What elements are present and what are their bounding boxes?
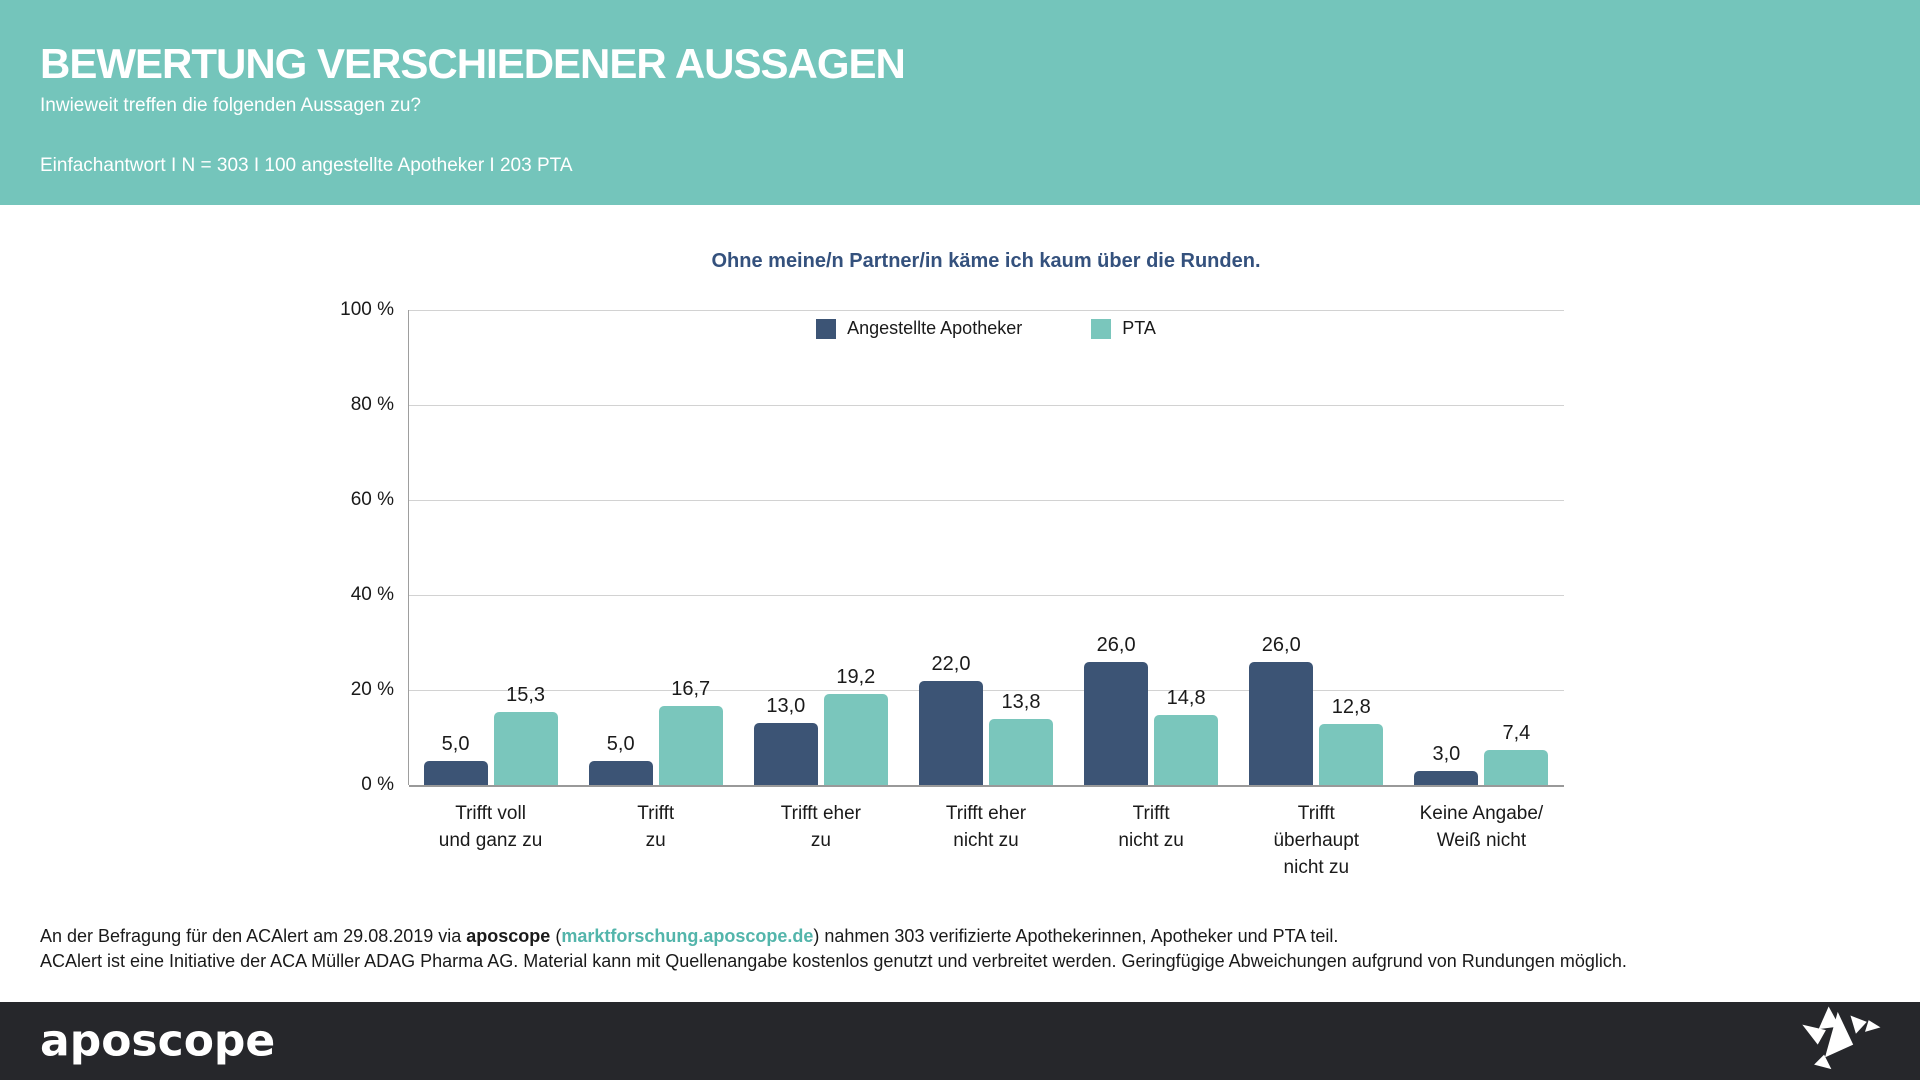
footnote-text-suffix: ) nahmen 303 verifizierte Apothekerinnen… bbox=[813, 926, 1339, 946]
bar-value-label: 7,4 bbox=[1502, 721, 1531, 744]
legend-label-pta: PTA bbox=[1122, 318, 1156, 338]
bar-with-label: 26,0 bbox=[1084, 633, 1149, 785]
bar-pta bbox=[823, 693, 888, 785]
gridline bbox=[409, 690, 1564, 691]
footer-bar: aposcope bbox=[0, 1002, 1920, 1080]
y-tick-label: 80 % bbox=[350, 394, 394, 415]
footnote-text: An der Befragung für den ACAlert am 29.0… bbox=[40, 926, 467, 946]
bar-pta bbox=[1319, 724, 1384, 785]
bar-pta bbox=[493, 712, 558, 785]
bar-value-label: 26,0 bbox=[1261, 633, 1301, 656]
header-banner: BEWERTUNG VERSCHIEDENER AUSSAGEN Inwiewe… bbox=[0, 0, 1920, 205]
origami-bird-icon bbox=[1802, 1006, 1881, 1070]
bar-with-label: 12,8 bbox=[1319, 696, 1384, 785]
gridline bbox=[409, 500, 1564, 501]
bar-with-label: 14,8 bbox=[1154, 686, 1219, 785]
x-axis-label: Trifft eher nicht zu bbox=[945, 803, 1027, 851]
page-subtitle: Inwieweit treffen die folgenden Aussagen… bbox=[40, 95, 421, 116]
gridline bbox=[409, 595, 1564, 596]
bar-with-label: 16,7 bbox=[658, 677, 723, 785]
bar-value-label: 19,2 bbox=[836, 665, 876, 688]
bar-with-label: 13,8 bbox=[988, 691, 1053, 785]
y-tick-label: 100 % bbox=[340, 299, 394, 320]
bar-group: 13,0 19,2 bbox=[738, 310, 903, 785]
footnote: An der Befragung für den ACAlert am 29.0… bbox=[40, 924, 1627, 974]
bar-value-label: 3,0 bbox=[1432, 742, 1461, 765]
bar-group: 5,0 16,7 bbox=[573, 310, 738, 785]
aposcope-logo: aposcope bbox=[40, 1015, 276, 1067]
gridline bbox=[409, 405, 1564, 406]
bar-pta bbox=[1154, 714, 1219, 785]
bar-with-label: 22,0 bbox=[918, 652, 983, 785]
bar-value-label: 14,8 bbox=[1166, 686, 1206, 709]
x-axis-label: Trifft nicht zu bbox=[1118, 803, 1184, 851]
bar-apotheker bbox=[753, 723, 818, 785]
legend-swatch-pta bbox=[1091, 318, 1112, 339]
bar-value-label: 22,0 bbox=[931, 652, 971, 675]
bar-pta bbox=[658, 705, 723, 785]
plot-area bbox=[408, 310, 1564, 787]
x-axis-label: Keine Angabe/Weiß nicht bbox=[1419, 803, 1544, 851]
marktforschung-link[interactable]: marktforschung.aposcope.de bbox=[561, 926, 814, 946]
bar-value-label: 12,8 bbox=[1331, 696, 1371, 719]
footnote-line-1: An der Befragung für den ACAlert am 29.0… bbox=[40, 924, 1627, 949]
footnote-line-2: ACAlert ist eine Initiative der ACA Müll… bbox=[40, 951, 1627, 971]
bar-value-label: 16,7 bbox=[671, 677, 711, 700]
bar-with-label: 3,0 bbox=[1414, 742, 1479, 785]
bar-value-label: 13,0 bbox=[766, 695, 806, 718]
bar-apotheker bbox=[1084, 661, 1149, 785]
bar-apotheker bbox=[588, 761, 653, 785]
legend-swatch-apotheker bbox=[816, 318, 837, 339]
footnote-brand: aposcope bbox=[466, 926, 551, 946]
bar-pta bbox=[1484, 749, 1549, 785]
bar-apotheker bbox=[423, 761, 488, 785]
bar-group: 22,0 13,8 bbox=[903, 310, 1068, 785]
bar-apotheker bbox=[918, 680, 983, 785]
bar-value-label: 26,0 bbox=[1096, 633, 1136, 656]
legend-item-pta: PTA bbox=[1091, 318, 1156, 339]
x-axis-label: Trifft eher zu bbox=[780, 803, 861, 851]
y-tick-label: 20 % bbox=[350, 679, 394, 700]
bar-group: 26,0 12,8 bbox=[1234, 310, 1399, 785]
bar-with-label: 26,0 bbox=[1249, 633, 1314, 785]
bar-value-label: 5,0 bbox=[441, 733, 470, 756]
survey-meta: Einfachantwort I N = 303 I 100 angestell… bbox=[40, 155, 573, 176]
legend-item-apotheker: Angestellte Apotheker bbox=[816, 318, 1022, 339]
y-axis-ticks: 100 % 80 % 60 % 40 % 20 % 0 % bbox=[0, 299, 394, 795]
x-axis-line bbox=[409, 785, 1564, 787]
bar-apotheker bbox=[1249, 661, 1314, 785]
x-axis-labels: Trifft voll und ganz zu Trifft zu Trifft ehe… bbox=[408, 800, 1564, 881]
y-tick-label: 0 % bbox=[361, 774, 394, 795]
bar-groups: 5,0 15,3 5,0 16,7 13,0 19,2 22,0 13,8 26,0 14,8 26… bbox=[408, 310, 1564, 785]
bar-with-label: 5,0 bbox=[588, 733, 653, 785]
bar-group: 5,0 15,3 bbox=[408, 310, 573, 785]
bar-apotheker bbox=[1414, 770, 1479, 785]
page-title: BEWERTUNG VERSCHIEDENER AUSSAGEN bbox=[40, 40, 906, 87]
chart-title: Ohne meine/n Partner/in käme ich kaum üb… bbox=[711, 250, 1261, 272]
bar-value-label: 5,0 bbox=[606, 733, 635, 756]
bar-pta bbox=[988, 719, 1053, 785]
y-tick-label: 40 % bbox=[350, 584, 394, 605]
chart-legend: Angestellte Apotheker PTA bbox=[408, 318, 1564, 339]
bar-group: 26,0 14,8 bbox=[1069, 310, 1234, 785]
gridline bbox=[409, 310, 1564, 311]
x-axis-label: Trifft voll und ganz zu bbox=[438, 803, 543, 851]
bar-with-label: 13,0 bbox=[753, 695, 818, 785]
bar-value-label: 13,8 bbox=[1001, 691, 1041, 714]
y-tick-label: 60 % bbox=[350, 489, 394, 510]
legend-label-apotheker: Angestellte Apotheker bbox=[847, 318, 1023, 338]
footnote-paren: ( bbox=[550, 926, 562, 946]
bar-group: 3,0 7,4 bbox=[1399, 310, 1564, 785]
bar-with-label: 7,4 bbox=[1484, 721, 1549, 785]
x-axis-label: Trifft zu bbox=[637, 803, 675, 851]
bar-with-label: 5,0 bbox=[423, 733, 488, 785]
x-axis-label: Trifft überhaupt nicht zu bbox=[1273, 803, 1360, 878]
bar-value-label: 15,3 bbox=[506, 684, 546, 707]
bar-with-label: 19,2 bbox=[823, 665, 888, 785]
bar-with-label: 15,3 bbox=[493, 684, 558, 785]
